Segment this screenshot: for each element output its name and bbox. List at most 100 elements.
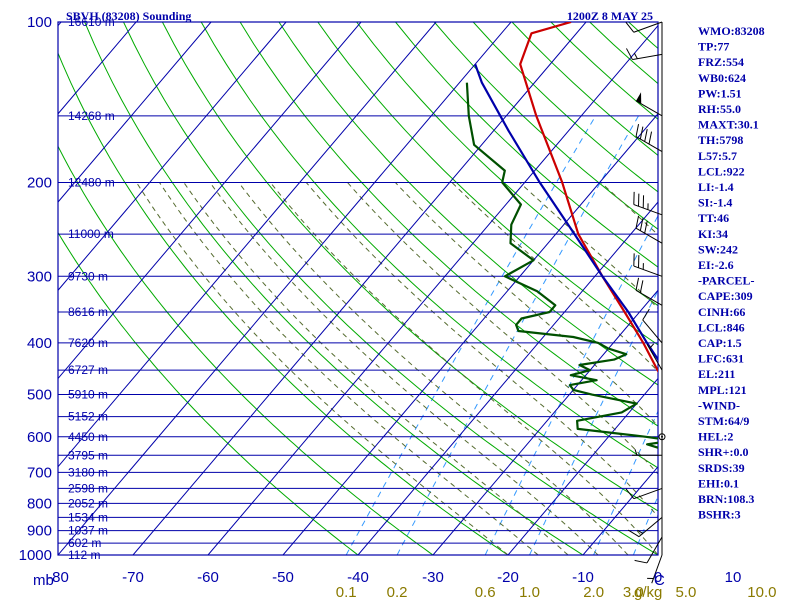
wind-barb — [658, 433, 666, 441]
stat-line: TH:5798 — [698, 133, 743, 147]
stat-line: LI:-1.4 — [698, 180, 734, 194]
pressure-tick-label: 1000 — [19, 547, 52, 564]
stat-line: LCL:846 — [698, 320, 745, 334]
isotherm--30 — [432, 289, 658, 555]
moist-adiabat — [238, 182, 629, 555]
mixing-ratio-line — [762, 116, 800, 555]
height-label: 16610 m — [68, 15, 115, 29]
height-label: 12480 m — [68, 175, 115, 189]
height-label: 9730 m — [68, 269, 108, 283]
mixing-ratio-labels: 0.10.20.61.02.03.05.010.020.040 — [336, 584, 777, 600]
height-label: 5910 m — [68, 388, 108, 402]
temperature-tick-label: -40 — [347, 569, 369, 586]
height-label: 3180 m — [68, 465, 108, 479]
mixing-ratio-label: 3.0 — [623, 584, 644, 600]
wind-barb — [633, 191, 663, 216]
pressure-tick-label: 400 — [27, 335, 52, 352]
temperature-tick-label: 0 — [654, 569, 662, 586]
mixing-ratio-label: 2.0 — [583, 584, 604, 600]
wind-barb — [625, 21, 663, 33]
pressure-unit-label: mb — [33, 572, 54, 589]
temperature-tick-labels: -80-70-60-50-40-30-20-10010203040 — [47, 569, 800, 586]
wind-barb — [646, 343, 663, 371]
wind-barb — [647, 554, 663, 584]
wind-barb — [633, 253, 663, 277]
mixing-ratio-label: 0.1 — [336, 584, 357, 600]
stat-line: LFC:631 — [698, 352, 744, 366]
moist-adiabat — [136, 182, 509, 555]
pressure-tick-label: 300 — [27, 268, 52, 285]
temperature-tick-label: -80 — [47, 569, 69, 586]
pressure-tick-label: 600 — [27, 429, 52, 446]
height-label: 1534 m — [68, 510, 108, 524]
isotherm--110 — [58, 22, 287, 292]
pressure-tick-label: 800 — [27, 495, 52, 512]
wind-barb — [635, 277, 663, 306]
mixing-ratio-label: 0.2 — [387, 584, 408, 600]
dry-adiabat — [511, 22, 658, 157]
isotherm--70 — [132, 22, 587, 555]
stat-line: EI:-2.6 — [698, 258, 734, 272]
mixing-ratio-label: 1.0 — [519, 584, 540, 600]
stat-line: SI:-1.4 — [698, 196, 732, 210]
height-label: 5152 m — [68, 410, 108, 424]
wind-barb — [632, 449, 662, 456]
stat-line: BRN:108.3 — [698, 492, 754, 506]
height-label: 3795 m — [68, 448, 108, 462]
stat-line: BSHR:3 — [698, 508, 741, 522]
stat-line: PW:1.51 — [698, 86, 742, 100]
pressure-tick-label: 100 — [27, 14, 52, 31]
wind-barb — [635, 215, 663, 244]
stat-line: SRDS:39 — [698, 461, 745, 475]
height-label: 14268 m — [68, 109, 115, 123]
mixing-ratio-line — [593, 410, 658, 555]
stat-line: TP:77 — [698, 40, 729, 54]
moist-adiabat — [209, 182, 599, 555]
mixing-ratio-line — [484, 214, 658, 555]
stat-line: FRZ:554 — [698, 55, 744, 69]
dry-adiabat — [550, 22, 658, 120]
height-label: 2598 m — [68, 481, 108, 495]
mixing-ratio-label: 10.0 — [747, 584, 776, 600]
isotherms — [58, 22, 658, 555]
stat-line: WB0:624 — [698, 71, 746, 85]
stat-line: -WIND- — [698, 398, 740, 412]
pressure-tick-label: 200 — [27, 174, 52, 191]
stat-line: CAPE:309 — [698, 289, 753, 303]
height-label: 8616 m — [68, 305, 108, 319]
dry-adiabat — [589, 22, 658, 85]
stat-line: TT:46 — [698, 211, 729, 225]
mixing-ratio-unit-label: g/kg — [634, 584, 662, 600]
dewpoint-line — [465, 82, 658, 449]
temperature-series — [519, 22, 658, 373]
moist-adiabat — [394, 182, 658, 427]
moist-adiabat — [305, 182, 658, 518]
dry-adiabats — [58, 22, 800, 555]
stat-line: EL:211 — [698, 367, 735, 381]
height-label: 2052 m — [68, 496, 108, 510]
wind-barbs — [625, 21, 666, 584]
mixing-ratio-lines — [345, 115, 800, 555]
mixing-ratio-line — [632, 495, 658, 555]
plot-border — [57, 21, 659, 556]
dry-adiabat — [58, 231, 359, 555]
stat-line: CAP:1.5 — [698, 336, 742, 350]
stat-line: HEL:2 — [698, 430, 733, 444]
temperature-tick-label: -30 — [422, 569, 444, 586]
isotherm--130 — [58, 22, 137, 115]
dry-adiabat — [123, 22, 658, 555]
temperature-tick-label: -20 — [497, 569, 519, 586]
isotherm--60 — [207, 24, 658, 555]
temperature-tick-label: -10 — [572, 569, 594, 586]
wind-barb — [627, 516, 663, 538]
station-title: SBVH (83208) Sounding — [66, 9, 191, 23]
stat-line: LCL:922 — [698, 164, 745, 178]
wind-barb — [625, 487, 663, 500]
pressure-tick-labels: 100 200 300 400 500 600 700 800 900 1000 — [19, 14, 52, 564]
height-label: 7620 m — [68, 336, 108, 350]
stat-line: MPL:121 — [698, 383, 747, 397]
dry-adiabat — [745, 22, 800, 555]
wind-barb — [635, 124, 663, 152]
